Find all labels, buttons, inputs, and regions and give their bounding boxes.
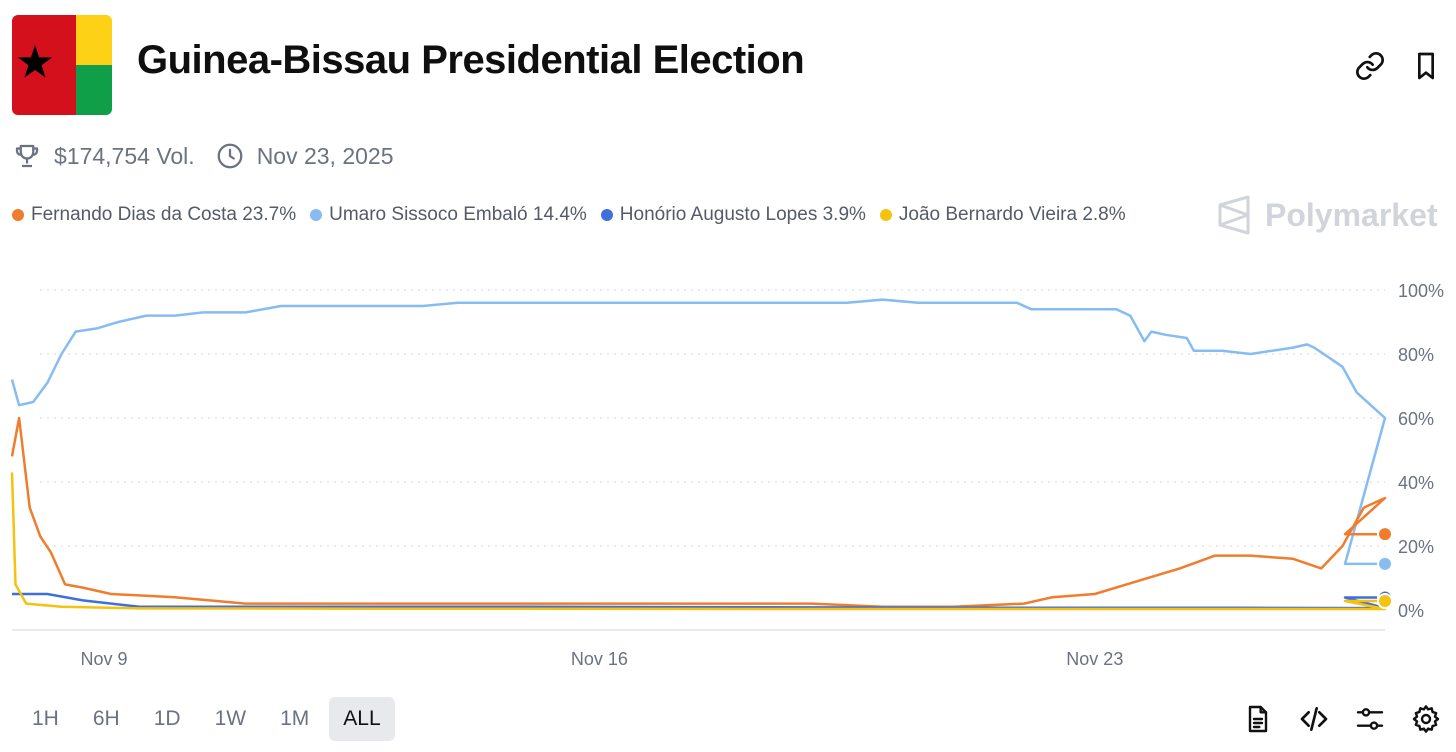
y-tick-label: 20% bbox=[1398, 537, 1434, 557]
y-tick-label: 80% bbox=[1398, 345, 1434, 365]
series-end-marker-joao-bernardo-vieira bbox=[1377, 593, 1393, 610]
legend-label: Fernando Dias da Costa 23.7% bbox=[31, 204, 297, 225]
bookmark-icon[interactable] bbox=[1410, 50, 1442, 82]
series-end-marker-umaro-sissoco-embalo bbox=[1377, 555, 1393, 572]
range-6h-button[interactable]: 6H bbox=[79, 697, 134, 741]
y-tick-label: 0% bbox=[1398, 601, 1424, 621]
sliders-icon[interactable] bbox=[1354, 703, 1386, 735]
x-tick-label: Nov 23 bbox=[1066, 649, 1123, 669]
range-1d-button[interactable]: 1D bbox=[140, 697, 195, 741]
embed-code-icon[interactable] bbox=[1298, 703, 1330, 735]
trophy-icon bbox=[12, 141, 42, 171]
y-tick-label: 100% bbox=[1398, 281, 1444, 301]
link-icon[interactable] bbox=[1354, 50, 1386, 82]
flag-icon bbox=[12, 15, 112, 115]
legend-item: Umaro Sissoco Embaló 14.4% bbox=[310, 204, 587, 226]
legend-dot bbox=[879, 209, 892, 221]
settings-gear-icon[interactable] bbox=[1410, 703, 1442, 735]
legend-dot bbox=[310, 209, 323, 221]
legend-dot bbox=[12, 209, 24, 221]
range-1m-button[interactable]: 1M bbox=[266, 697, 323, 741]
series-end-marker-fernando-dias-da-costa bbox=[1377, 526, 1393, 543]
legend-item: Fernando Dias da Costa 23.7% bbox=[12, 204, 296, 226]
y-tick-label: 40% bbox=[1398, 473, 1434, 493]
range-1w-button[interactable]: 1W bbox=[201, 697, 261, 741]
chart-legend: Fernando Dias da Costa 23.7% Umaro Sisso… bbox=[12, 202, 1140, 228]
legend-dot bbox=[600, 209, 613, 221]
legend-label: João Bernardo Vieira 2.8% bbox=[898, 204, 1126, 225]
price-history-chart[interactable]: 0% 20% 40% 60% 80% 100% Nov 9 Nov 16 Nov 23 bbox=[0, 260, 1456, 680]
legend-label: Umaro Sissoco Embaló 14.4% bbox=[329, 204, 587, 225]
market-meta: $174,754 Vol. Nov 23, 2025 bbox=[12, 140, 394, 172]
brand-name: Polymarket bbox=[1265, 196, 1438, 233]
series-line-honorio-augusto-lopes bbox=[12, 592, 1387, 610]
x-tick-label: Nov 9 bbox=[80, 649, 127, 669]
range-1h-button[interactable]: 1H bbox=[18, 697, 73, 741]
clock-icon bbox=[215, 141, 245, 171]
page-title: Guinea-Bissau Presidential Election bbox=[137, 38, 805, 82]
polymarket-logo: Polymarket bbox=[1217, 194, 1438, 236]
legend-item: Honório Augusto Lopes 3.9% bbox=[600, 204, 866, 226]
document-icon[interactable] bbox=[1242, 703, 1274, 735]
series-line-umaro-sissoco-embalo bbox=[10, 298, 1387, 566]
y-tick-label: 60% bbox=[1398, 409, 1434, 429]
end-date-text: Nov 23, 2025 bbox=[256, 142, 394, 169]
legend-label: Honório Augusto Lopes 3.9% bbox=[619, 204, 866, 225]
legend-item: João Bernardo Vieira 2.8% bbox=[879, 204, 1126, 226]
flag-guinea-bissau bbox=[12, 15, 112, 115]
x-tick-label: Nov 16 bbox=[571, 649, 628, 669]
volume-text: $174,754 Vol. bbox=[54, 142, 195, 169]
series-line-joao-bernardo-vieira bbox=[10, 472, 1387, 611]
time-range-selector: 1H 6H 1D 1W 1M ALL bbox=[18, 697, 401, 741]
range-all-button[interactable]: ALL bbox=[329, 697, 395, 741]
series-line-fernando-dias-da-costa bbox=[10, 416, 1387, 609]
polymarket-icon bbox=[1218, 195, 1250, 235]
